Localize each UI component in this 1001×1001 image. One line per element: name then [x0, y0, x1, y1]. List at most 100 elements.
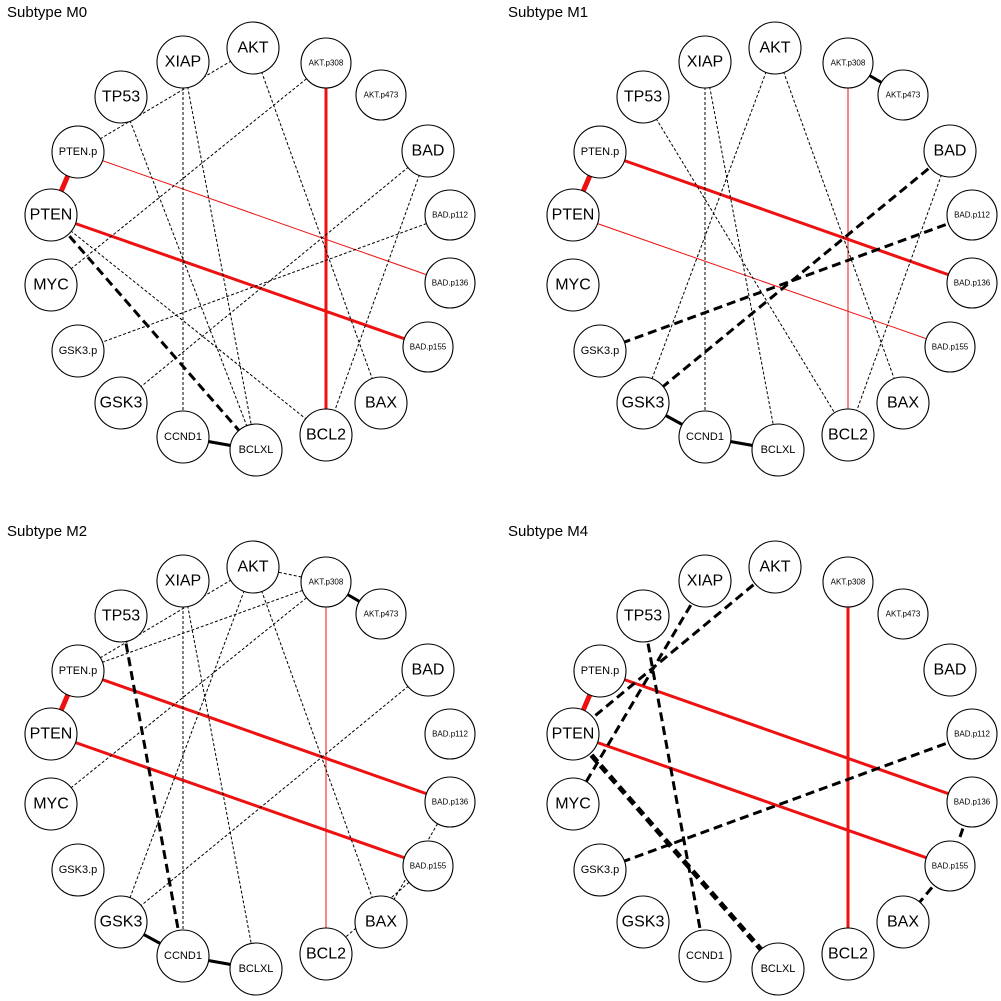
node-xiap: XIAP	[156, 35, 210, 89]
node-label: PTEN	[30, 207, 73, 224]
node-circle	[678, 410, 732, 464]
node-circle	[546, 188, 600, 242]
node-circle	[424, 776, 476, 828]
panel-title-m0: Subtype M0	[7, 4, 87, 21]
node-pten: PTEN	[24, 707, 78, 761]
panel-m1: Subtype M1 AKT.p308 AKT.p473 BAD BAD.p112 BA…	[508, 4, 998, 477]
edges-m0	[48, 47, 451, 452]
node-pten: PTEN	[546, 188, 600, 242]
node-label: CCND1	[686, 431, 724, 443]
node-circle	[748, 21, 802, 75]
node-akt-p308: AKT.p308	[822, 556, 874, 608]
node-label: AKT.p473	[364, 610, 399, 619]
node-label: BCL2	[828, 946, 868, 963]
edge-pten-bclxl	[49, 214, 258, 451]
node-circle	[94, 895, 148, 949]
node-akt-p308: AKT.p308	[300, 556, 352, 608]
edge-xiap-bclxl	[182, 580, 257, 970]
edge-tp53-bclxl	[120, 96, 257, 451]
edge-akt-gsk3	[120, 566, 254, 923]
node-pten: PTEN	[546, 707, 600, 761]
node-circle	[229, 942, 283, 996]
node-circle	[678, 35, 732, 89]
node-label: GSK3.p	[59, 345, 98, 357]
panel-title-m4: Subtype M4	[508, 523, 588, 540]
node-bcl2: BCL2	[299, 408, 353, 462]
panel-m4: Subtype M4 AKT.p308 AKT.p473 BAD BAD.p112 BA…	[508, 523, 998, 996]
node-label: BAD.p155	[410, 862, 447, 871]
edge-pten-p-bad-p136	[77, 151, 451, 284]
node-ccnd1: CCND1	[678, 929, 732, 983]
edge-bad-gsk3	[120, 669, 429, 923]
node-circle	[229, 423, 283, 477]
edge-akt-pten-p	[77, 47, 254, 153]
node-bad-p112: BAD.p112	[424, 189, 476, 241]
edge-akt-pten-p	[77, 566, 254, 672]
node-label: AKT.p308	[831, 59, 866, 68]
node-circle	[51, 843, 105, 897]
node-circle	[822, 556, 874, 608]
node-circle	[24, 707, 78, 761]
node-label: CCND1	[164, 950, 202, 962]
node-myc: MYC	[546, 258, 600, 312]
node-circle	[573, 644, 627, 698]
node-circle	[923, 124, 977, 178]
node-xiap: XIAP	[156, 554, 210, 608]
node-label: AKT.p308	[309, 59, 344, 68]
node-circle	[546, 707, 600, 761]
node-circle	[300, 556, 352, 608]
node-circle	[616, 70, 670, 124]
edge-pten-bad-p155	[50, 732, 429, 868]
node-gsk3-p: GSK3.p	[573, 843, 627, 897]
node-circle	[678, 554, 732, 608]
node-label: BAD.p112	[432, 211, 468, 220]
node-myc: MYC	[24, 777, 78, 831]
node-ccnd1: CCND1	[678, 410, 732, 464]
node-label: AKT	[237, 559, 268, 576]
node-circle	[573, 324, 627, 378]
panel-title-m1: Subtype M1	[508, 4, 588, 21]
edge-pten-p-bad-p136	[599, 669, 973, 804]
node-circle	[51, 324, 105, 378]
node-tp53: TP53	[616, 589, 670, 643]
node-akt-p473: AKT.p473	[877, 588, 929, 640]
node-bcl2: BCL2	[299, 927, 353, 981]
node-bcl2: BCL2	[821, 927, 875, 981]
node-akt: AKT	[748, 540, 802, 594]
node-circle	[355, 588, 407, 640]
node-circle	[24, 777, 78, 831]
panel-m2: Subtype M2 AKT.p308 AKT.p473 BAD BAD.p112 BA…	[7, 523, 476, 996]
node-label: BAD.p155	[932, 343, 969, 352]
node-ccnd1: CCND1	[156, 929, 210, 983]
node-bad: BAD	[923, 643, 977, 697]
node-label: PTEN.p	[59, 146, 98, 158]
edge-akt-p308-myc	[50, 581, 327, 805]
node-label: PTEN	[552, 726, 595, 743]
node-label: BAD	[412, 662, 445, 679]
node-label: BAD	[934, 662, 967, 679]
node-pten-p: PTEN.p	[51, 644, 105, 698]
node-label: BAD.p136	[954, 279, 991, 288]
node-label: BCLXL	[239, 444, 274, 456]
node-circle	[822, 37, 874, 89]
node-xiap: XIAP	[678, 554, 732, 608]
node-akt: AKT	[748, 21, 802, 75]
node-bad-p112: BAD.p112	[946, 708, 998, 760]
edge-akt-p308-pten-p	[77, 581, 327, 672]
node-akt-p308: AKT.p308	[300, 37, 352, 89]
node-xiap: XIAP	[678, 35, 732, 89]
node-label: BCL2	[306, 427, 346, 444]
nodes-m0: AKT.p308 AKT.p473 BAD BAD.p112 BAD.p136 BAD.p…	[24, 21, 476, 477]
node-circle	[51, 125, 105, 179]
edge-pten-bad-p155	[50, 213, 429, 349]
node-label: AKT.p473	[886, 610, 921, 619]
node-ccnd1: CCND1	[156, 410, 210, 464]
node-circle	[226, 540, 280, 594]
edge-bad-p112-gsk3-p	[77, 214, 451, 352]
edge-tp53-ccnd1	[119, 615, 185, 957]
node-circle	[821, 927, 875, 981]
node-label: BCLXL	[761, 963, 796, 975]
node-label: GSK3.p	[59, 864, 98, 876]
panel-title-m2: Subtype M2	[7, 523, 87, 540]
node-circle	[401, 643, 455, 697]
